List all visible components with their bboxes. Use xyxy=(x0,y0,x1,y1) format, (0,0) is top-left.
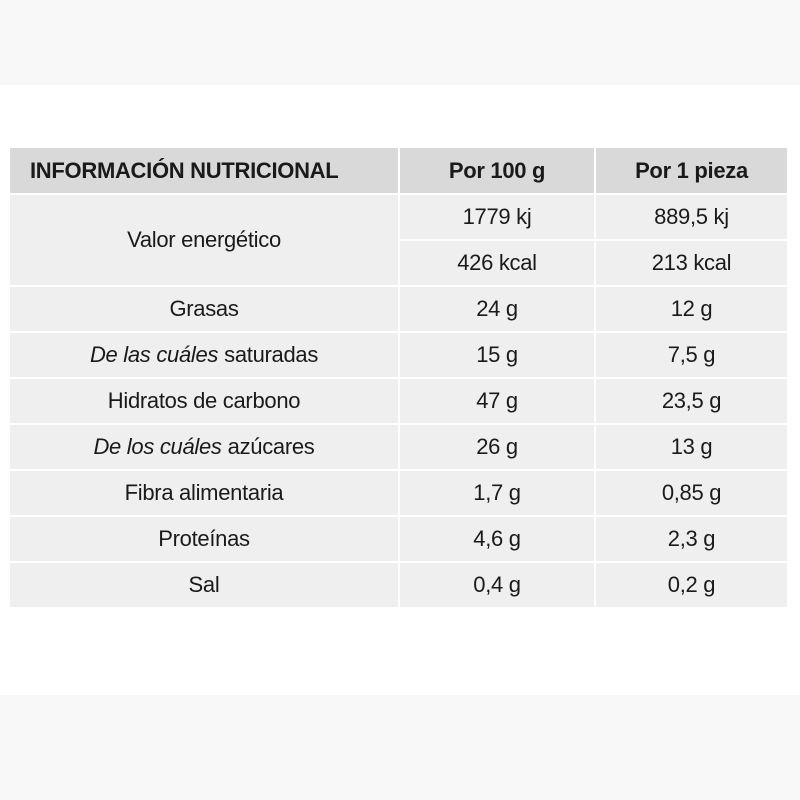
row: Sal 0,4 g 0,2 g xyxy=(8,561,789,609)
row: Proteínas 4,6 g 2,3 g xyxy=(8,515,789,563)
row-label: De las cuáles saturadas xyxy=(8,331,400,379)
cell: 213 kcal xyxy=(594,239,789,287)
cell: 0,85 g xyxy=(594,469,789,517)
cell: 2,3 g xyxy=(594,515,789,563)
cell: 24 g xyxy=(398,285,596,333)
row: 426 kcal 213 kcal xyxy=(9,239,789,287)
cell: 12 g xyxy=(594,285,789,333)
label-text: Proteínas xyxy=(158,526,250,551)
row: De los cuáles azúcares 26 g 13 g xyxy=(8,423,789,471)
cell: 4,6 g xyxy=(398,515,596,563)
cell: 23,5 g xyxy=(594,377,789,425)
row: Fibra alimentaria 1,7 g 0,85 g xyxy=(8,469,789,517)
header-cell: Por 1 pieza xyxy=(594,146,789,195)
cell: 7,5 g xyxy=(594,331,789,379)
row-label: De los cuáles azúcares xyxy=(8,423,400,471)
row: Valor energético 1779 kj 889,5 kj xyxy=(8,193,789,287)
header-cell: Por 100 g xyxy=(398,146,596,195)
label-italic: De los cuáles xyxy=(93,434,222,459)
row-label: Grasas xyxy=(8,285,400,333)
label-text: saturadas xyxy=(224,342,319,367)
label-italic: De las cuáles xyxy=(89,342,219,367)
row-label: Sal xyxy=(8,561,400,609)
row-label: Valor energético xyxy=(8,193,400,287)
header-row: INFORMACIÓN NUTRICIONAL Por 100 g Por 1 … xyxy=(8,146,789,195)
cell: 1779 kj xyxy=(398,193,596,241)
cell: 426 kcal xyxy=(398,239,596,287)
row: De las cuáles saturadas 15 g 7,5 g xyxy=(8,331,789,379)
label-text: Grasas xyxy=(169,296,239,321)
header-cell: INFORMACIÓN NUTRICIONAL xyxy=(8,146,400,195)
cell: 26 g xyxy=(398,423,596,471)
cell: 13 g xyxy=(594,423,789,471)
label-text: Hidratos de carbono xyxy=(107,388,301,413)
row-label: Proteínas xyxy=(8,515,400,563)
label-text: Fibra alimentaria xyxy=(124,480,284,505)
label-text: Sal xyxy=(188,572,220,597)
cell: 0,4 g xyxy=(398,561,596,609)
label-text: azúcares xyxy=(227,434,315,459)
cell: 889,5 kj xyxy=(594,193,789,241)
row: Hidratos de carbono 47 g 23,5 g xyxy=(8,377,789,425)
cell: 47 g xyxy=(398,377,596,425)
row-label: Fibra alimentaria xyxy=(8,469,400,517)
cell: 15 g xyxy=(398,331,596,379)
row-label: Hidratos de carbono xyxy=(8,377,400,425)
row: Grasas 24 g 12 g xyxy=(8,285,789,333)
nutrition-table: INFORMACIÓN NUTRICIONAL Por 100 g Por 1 … xyxy=(8,146,789,609)
cell: 1,7 g xyxy=(398,469,596,517)
cell: 0,2 g xyxy=(594,561,789,609)
